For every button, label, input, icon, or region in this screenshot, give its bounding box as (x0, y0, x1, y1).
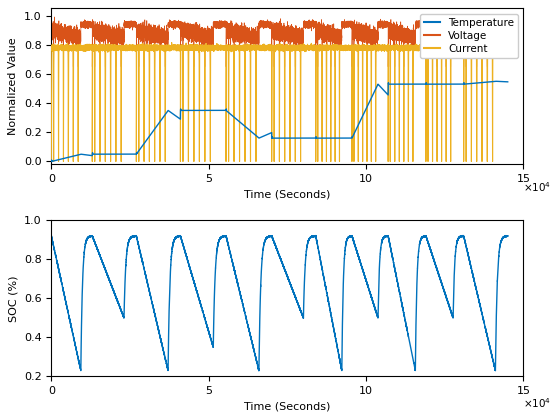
Voltage (291, 31, 298, 36)
Current (378, 47, 385, 52)
Legend: Temperature, Voltage, Current: Temperature, Voltage, Current (420, 13, 518, 58)
Temperature (505, 79, 511, 84)
Temperature (492, 79, 499, 84)
Voltage (505, 21, 511, 26)
Current (340, 44, 347, 49)
Current (375, 45, 381, 50)
Line: Temperature: Temperature (52, 81, 508, 161)
X-axis label: Time (Seconds): Time (Seconds) (244, 402, 330, 412)
Line: Voltage: Voltage (52, 17, 508, 67)
Temperature (378, 85, 385, 90)
Temperature (291, 136, 298, 141)
Voltage (340, 21, 347, 26)
X-axis label: Time (Seconds): Time (Seconds) (244, 190, 330, 200)
Voltage (335, 32, 342, 37)
Y-axis label: SOC (%): SOC (%) (8, 275, 18, 322)
Current (291, 45, 298, 50)
Text: $\times10^4$: $\times10^4$ (524, 396, 552, 410)
Current (169, 40, 175, 45)
Temperature (365, 101, 372, 106)
Text: $\times10^4$: $\times10^4$ (524, 181, 552, 194)
Temperature (48, 159, 55, 164)
Voltage (365, 26, 372, 31)
Temperature (375, 82, 381, 87)
Voltage (378, 23, 385, 28)
Line: Current: Current (52, 42, 508, 161)
Current (365, 45, 372, 50)
Current (505, 45, 511, 50)
Y-axis label: Normalized Value: Normalized Value (8, 37, 18, 135)
Voltage (375, 19, 381, 24)
Current (335, 44, 342, 49)
Voltage (48, 64, 55, 69)
Current (48, 159, 55, 164)
Voltage (52, 14, 58, 19)
Temperature (340, 136, 347, 141)
Temperature (335, 136, 342, 141)
